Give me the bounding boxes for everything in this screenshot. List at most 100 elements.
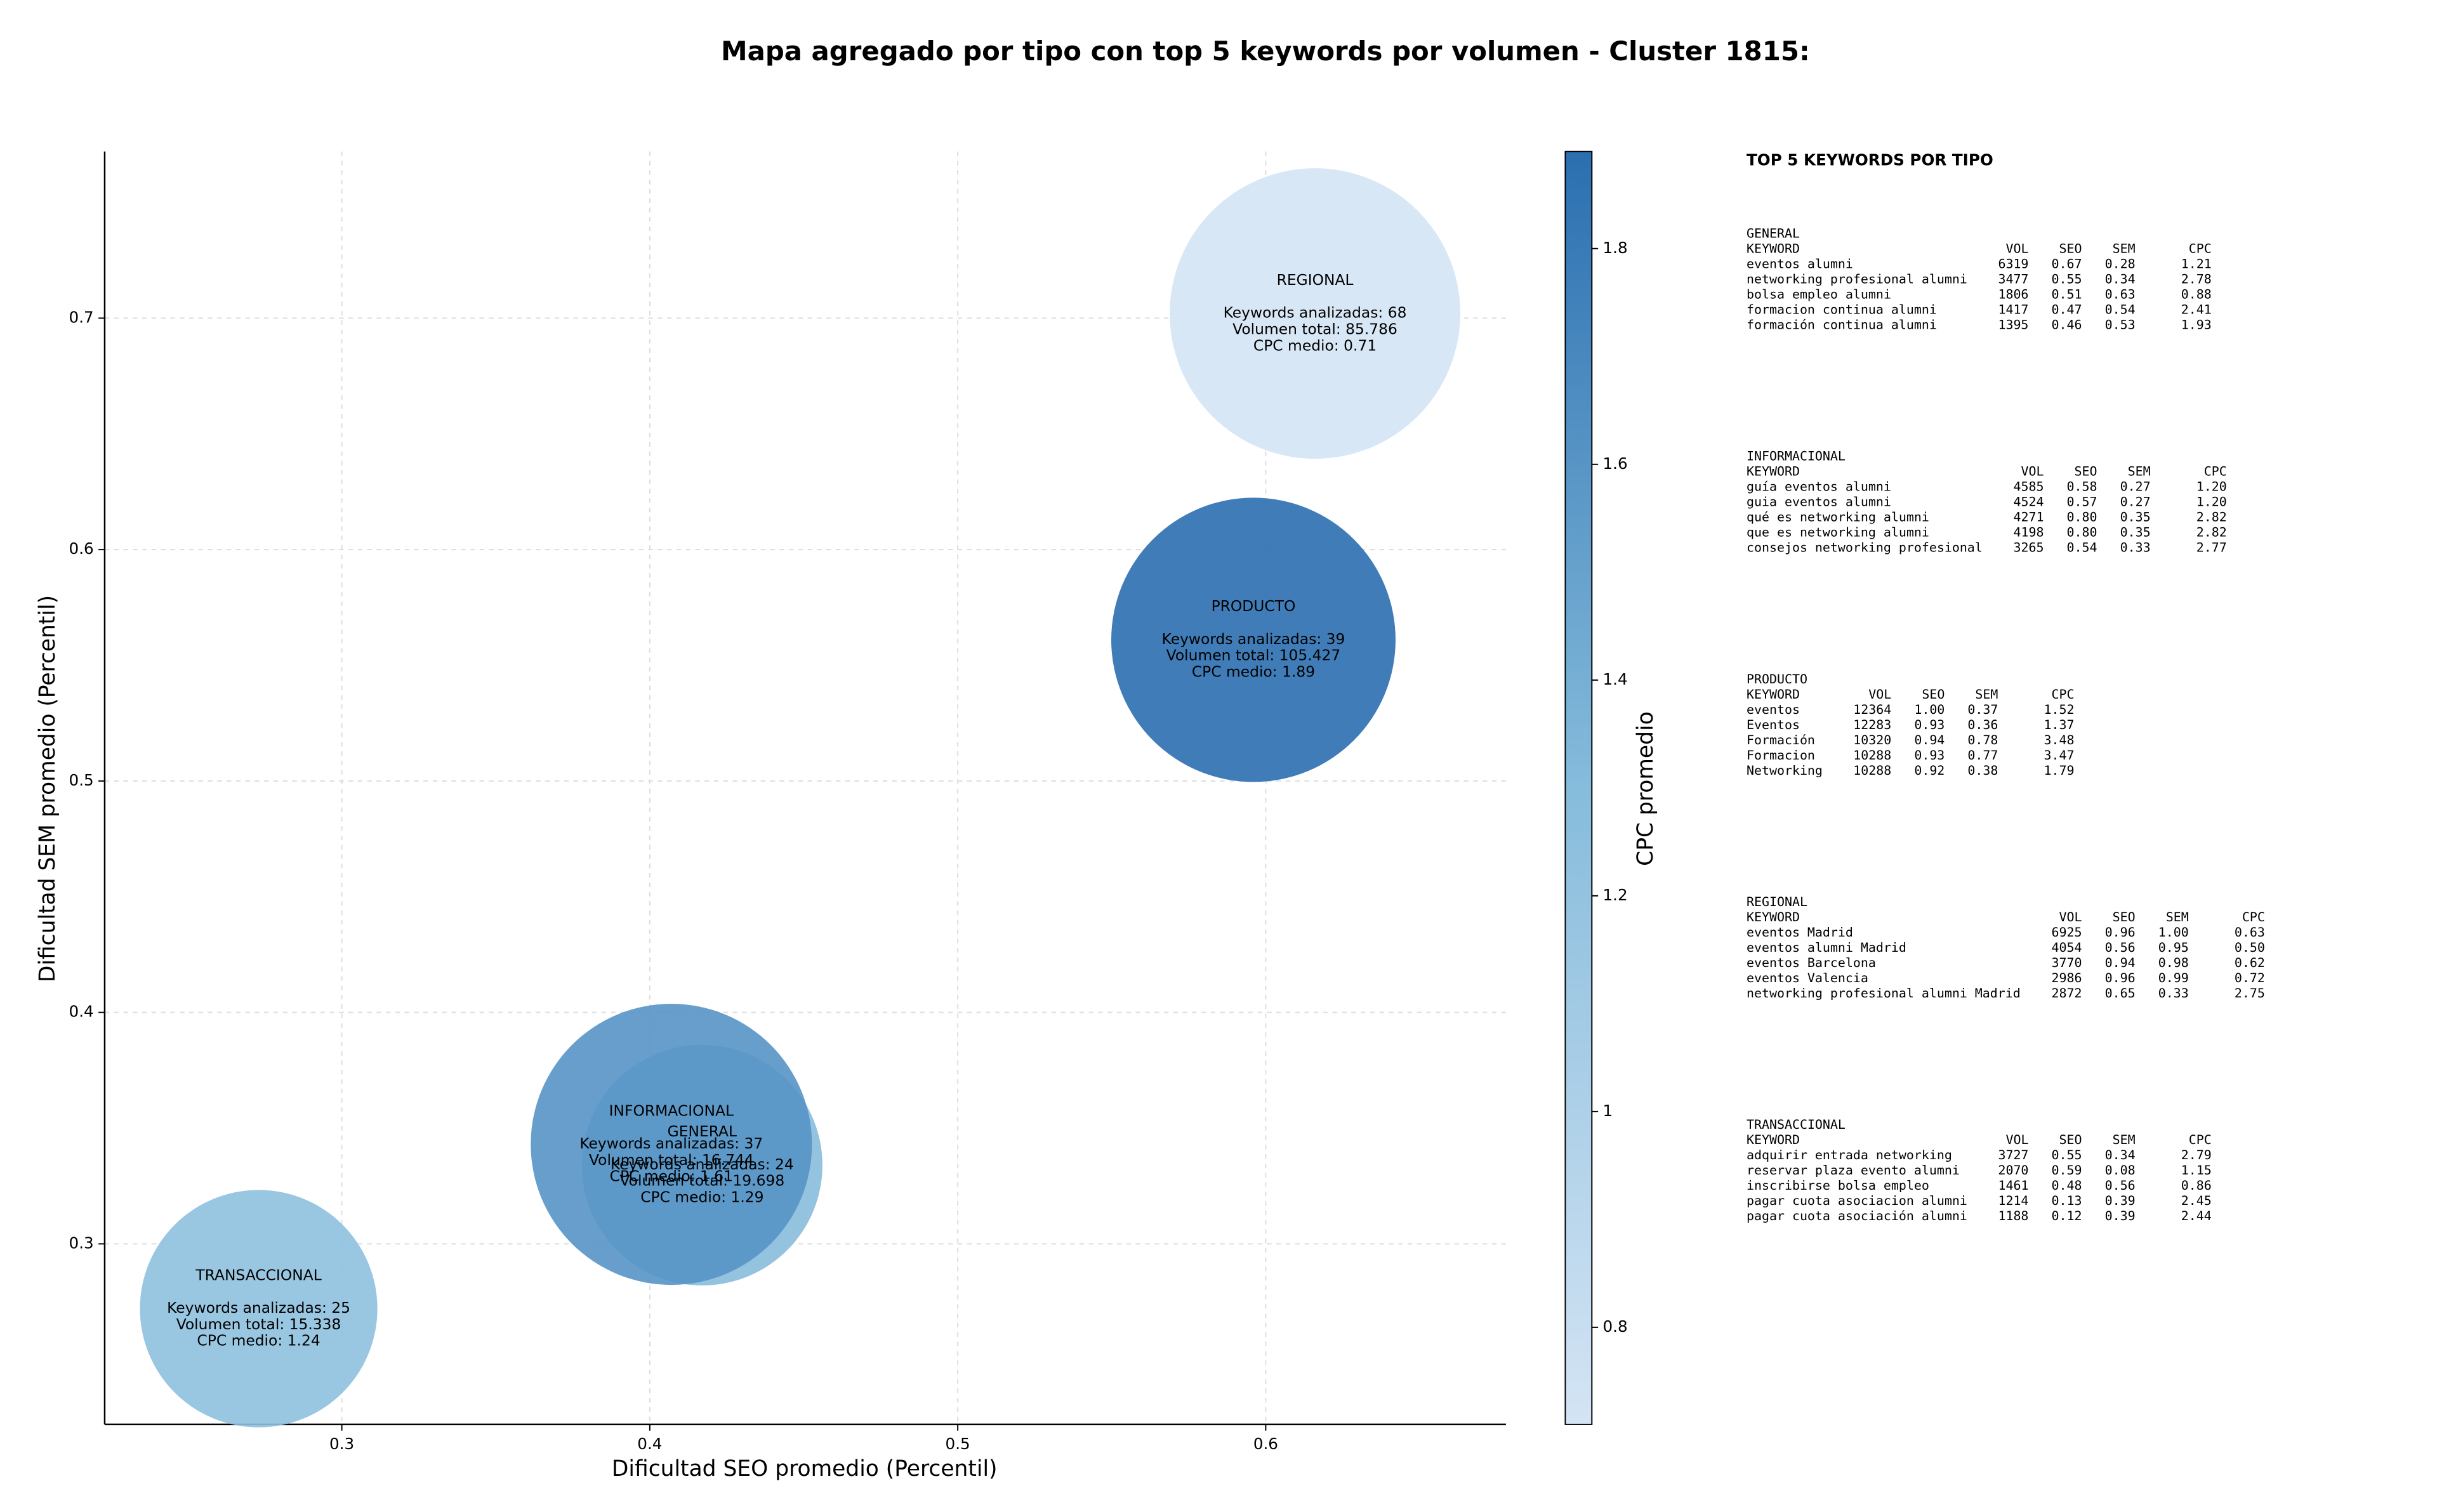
- cell: 0.12: [2052, 1209, 2082, 1223]
- cell: 1.20: [2196, 480, 2227, 494]
- keyword: eventos Barcelona: [1747, 956, 1876, 970]
- cell: 0.95: [2158, 940, 2189, 955]
- cell: 0.88: [2181, 287, 2212, 302]
- colorbar-label: CPC promedio: [1633, 711, 1658, 865]
- keyword: qué es networking alumni: [1747, 510, 1929, 525]
- x-tick-label: 0.4: [637, 1435, 662, 1453]
- cell: 0.96: [2105, 971, 2136, 985]
- colorbar-tick-label: 1: [1603, 1101, 1613, 1120]
- bubble-annotation: Keywords analizadas: 68: [1224, 304, 1407, 322]
- colorbar-tick-label: 1.8: [1603, 239, 1628, 257]
- keyword: Eventos: [1747, 718, 1800, 732]
- cell: 0.56: [2105, 1178, 2136, 1193]
- cell: 0.98: [2158, 956, 2189, 970]
- column-header: VOL: [1868, 687, 1891, 702]
- cell: 2.82: [2196, 525, 2227, 540]
- cell: 0.65: [2105, 986, 2136, 1001]
- cell: 4524: [2013, 495, 2044, 509]
- column-header: SEO: [2075, 464, 2097, 479]
- cell: 0.78: [1967, 733, 1998, 747]
- cell: 2.75: [2235, 986, 2265, 1001]
- cell: 0.96: [2105, 925, 2136, 940]
- cell: 0.35: [2120, 510, 2151, 525]
- panel-title: TOP 5 KEYWORDS POR TIPO: [1747, 151, 1993, 169]
- keyword: consejos networking profesional: [1747, 541, 1983, 555]
- keyword: pagar cuota asociacion alumni: [1747, 1193, 1967, 1208]
- column-header: SEO: [2113, 910, 2136, 924]
- column-header: SEO: [2059, 1133, 2082, 1147]
- keyword: formación continua alumni: [1747, 318, 1937, 332]
- keyword: guia eventos alumni: [1747, 495, 1891, 509]
- column-header: KEYWORD: [1747, 687, 1800, 702]
- cell: 0.27: [2120, 495, 2151, 509]
- cell: 0.55: [2052, 272, 2082, 287]
- x-tick-label: 0.3: [329, 1435, 354, 1453]
- column-header: KEYWORD: [1747, 910, 1800, 924]
- cell: 0.93: [1914, 718, 1945, 732]
- cell: 3727: [1998, 1148, 2028, 1162]
- cell: 4198: [2013, 525, 2044, 540]
- column-header: KEYWORD: [1747, 464, 1800, 479]
- group-name: TRANSACCIONAL: [1747, 1117, 1846, 1132]
- keyword: formacion continua alumni: [1747, 303, 1937, 317]
- cell: 1.79: [2044, 763, 2075, 778]
- cell: 6925: [2052, 925, 2082, 940]
- cell: 0.34: [2105, 272, 2136, 287]
- cell: 1.37: [2044, 718, 2075, 732]
- cell: 2070: [1998, 1163, 2028, 1178]
- keyword: eventos alumni Madrid: [1747, 940, 1906, 955]
- cell: 12283: [1853, 718, 1891, 732]
- cell: 1.21: [2181, 257, 2212, 272]
- cell: 0.94: [1914, 733, 1945, 747]
- cell: 2.78: [2181, 272, 2212, 287]
- cell: 0.33: [2158, 986, 2189, 1001]
- cell: 0.33: [2120, 541, 2151, 555]
- cell: 0.67: [2052, 257, 2082, 272]
- cell: 0.55: [2052, 1148, 2082, 1162]
- bubble: [531, 1004, 812, 1285]
- keyword: networking profesional alumni Madrid: [1747, 986, 2021, 1001]
- cell: 1.93: [2181, 318, 2212, 332]
- bubble-annotation: CPC medio: 0.71: [1253, 336, 1377, 354]
- bubble-annotation: Keywords analizadas: 24: [611, 1155, 794, 1173]
- cell: 1.00: [2158, 925, 2189, 940]
- cell: 0.28: [2105, 257, 2136, 272]
- column-header: SEM: [2128, 464, 2151, 479]
- group-name: PRODUCTO: [1747, 672, 1807, 687]
- bubble-annotation: CPC medio: 1.29: [640, 1188, 763, 1206]
- cell: 0.63: [2235, 925, 2265, 940]
- keyword: guía eventos alumni: [1747, 480, 1891, 494]
- cell: 3770: [2052, 956, 2082, 970]
- cell: 0.48: [2052, 1178, 2082, 1193]
- bubble: [140, 1190, 378, 1428]
- keyword: inscribirse bolsa empleo: [1747, 1178, 1929, 1193]
- cell: 0.08: [2105, 1163, 2136, 1178]
- cell: 1.15: [2181, 1163, 2212, 1178]
- column-header: SEM: [2113, 242, 2136, 256]
- bubble-label: INFORMACIONAL: [609, 1101, 734, 1119]
- column-header: CPC: [2189, 1133, 2212, 1147]
- bubble: [1111, 497, 1396, 782]
- keyword: bolsa empleo alumni: [1747, 287, 1891, 302]
- cell: 0.39: [2105, 1193, 2136, 1208]
- cell: 0.99: [2158, 971, 2189, 985]
- cell: 0.53: [2105, 318, 2136, 332]
- bubble-label: TRANSACCIONAL: [195, 1266, 321, 1284]
- group-name: INFORMACIONAL: [1747, 449, 1846, 464]
- cell: 0.46: [2052, 318, 2082, 332]
- cell: 4585: [2013, 480, 2044, 494]
- column-header: SEO: [2059, 242, 2082, 256]
- cell: 1188: [1998, 1209, 2028, 1223]
- column-header: VOL: [2021, 464, 2044, 479]
- y-tick-label: 0.4: [69, 1003, 94, 1021]
- colorbar-tick-label: 1.6: [1603, 454, 1628, 473]
- bubble: [1170, 168, 1460, 459]
- keyword: networking profesional alumni: [1747, 272, 1967, 287]
- keyword: Networking: [1747, 763, 1823, 778]
- cell: 6319: [1998, 257, 2028, 272]
- cell: 0.63: [2105, 287, 2136, 302]
- group-name: GENERAL: [1747, 227, 1800, 241]
- group-name: REGIONAL: [1747, 895, 1807, 909]
- cell: 0.38: [1967, 763, 1998, 778]
